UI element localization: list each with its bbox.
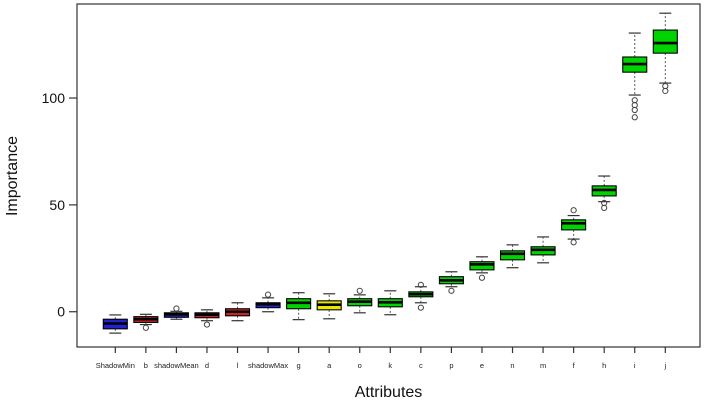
box-j bbox=[652, 29, 678, 54]
outlier-i bbox=[631, 114, 638, 121]
outlier-j bbox=[662, 87, 669, 95]
x-tick-label: c bbox=[419, 361, 423, 370]
x-tick-label: o bbox=[358, 361, 362, 370]
y-axis-title: Importance bbox=[4, 135, 21, 217]
outlier-p bbox=[448, 287, 455, 294]
outlier-c bbox=[417, 281, 424, 288]
x-axis-title: Attributes bbox=[354, 384, 423, 401]
y-tick-label: 100 bbox=[42, 90, 66, 106]
x-tick-label: i bbox=[634, 361, 636, 370]
x-tick-label: f bbox=[573, 361, 576, 370]
x-tick-label: b bbox=[144, 361, 148, 370]
outlier-b bbox=[142, 324, 149, 331]
outlier-h bbox=[601, 204, 608, 211]
outlier-f bbox=[570, 207, 577, 214]
outlier-shadowMean bbox=[173, 305, 180, 312]
outlier-e bbox=[478, 274, 486, 281]
x-tick-label: g bbox=[297, 361, 301, 370]
x-tick-label: m bbox=[540, 361, 546, 370]
y-tick-label: 50 bbox=[49, 197, 65, 213]
outlier-d bbox=[203, 321, 211, 328]
x-tick-label: ShadowMin bbox=[96, 361, 135, 370]
x-tick-label: j bbox=[663, 361, 666, 370]
outlier-f bbox=[570, 239, 577, 246]
outlier-i bbox=[631, 106, 638, 114]
outlier-shadowMax bbox=[264, 291, 272, 298]
y-tick-label: 0 bbox=[57, 304, 65, 320]
x-tick-label: p bbox=[449, 361, 453, 370]
x-tick-label: h bbox=[602, 361, 606, 370]
x-tick-label: k bbox=[388, 361, 392, 370]
plot-border bbox=[76, 3, 701, 348]
x-tick-label: d bbox=[205, 361, 209, 370]
x-tick-label: l bbox=[237, 361, 239, 370]
x-tick-label: shadowMax bbox=[248, 361, 288, 370]
box-n bbox=[499, 250, 526, 261]
outlier-o bbox=[356, 287, 363, 294]
x-tick-label: n bbox=[510, 361, 514, 370]
box-e bbox=[469, 261, 495, 271]
x-tick-label: shadowMean bbox=[154, 361, 199, 370]
x-tick-label: a bbox=[327, 361, 332, 370]
box-f bbox=[561, 219, 587, 231]
outlier-c bbox=[417, 304, 424, 311]
x-tick-label: e bbox=[480, 361, 484, 370]
